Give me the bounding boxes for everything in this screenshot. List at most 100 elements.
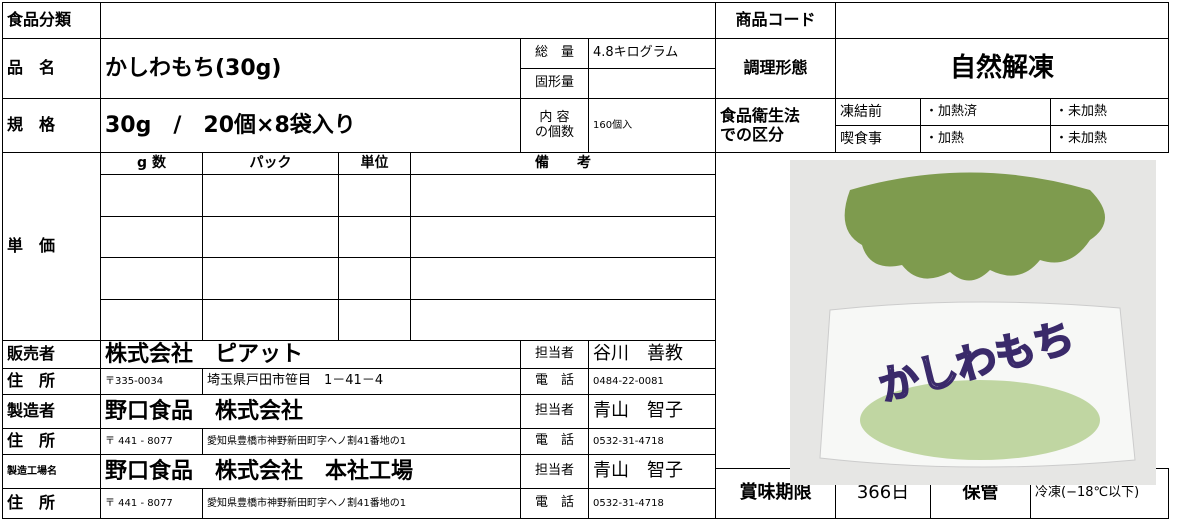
label: 規 格 — [2, 98, 101, 153]
label: 住 所 — [2, 428, 101, 455]
cell-text: 固形量 — [534, 75, 574, 91]
cell-text: 単位 — [360, 155, 389, 172]
cell-text: での区分 — [720, 124, 785, 144]
cell — [410, 174, 716, 217]
cell-text: 366日 — [856, 482, 910, 504]
cell-text: ・未加熱 — [1055, 103, 1108, 119]
cell-text: 担当者 — [534, 463, 574, 479]
cell-text: 保管 — [962, 482, 999, 504]
cell — [410, 215, 716, 258]
cell-text: 食品衛生法 — [720, 106, 801, 126]
cell-text: かしわもち(30g) — [105, 55, 282, 81]
label: 単 価 — [2, 152, 101, 341]
cell — [410, 257, 716, 300]
value: 〒 441 - 8077 — [100, 488, 203, 519]
cell-text: 自然解凍 — [949, 52, 1054, 83]
cell — [202, 174, 339, 217]
table-header: g 数 — [100, 152, 203, 175]
cell-text: 製造工場名 — [7, 465, 57, 477]
cell — [202, 257, 339, 300]
cell-text: 備 考 — [535, 155, 591, 172]
label: 食品分類 — [2, 2, 101, 39]
cell-text: 〒335-0034 — [105, 375, 164, 387]
cell-text: 食品分類 — [7, 10, 72, 30]
cell-text: 谷川 善教 — [593, 343, 683, 365]
label: 住 所 — [2, 368, 101, 395]
cell-text: 株式会社 ピアット — [105, 341, 304, 367]
table-header: 備 考 — [410, 152, 716, 175]
cell-text: 販売者 — [7, 344, 56, 364]
leaf — [844, 172, 1105, 281]
value: 0532-31-4718 — [588, 488, 716, 519]
cell-text: の個数 — [534, 124, 574, 140]
cell-text: 野口食品 株式会社 本社工場 — [105, 458, 414, 484]
cell-text: 電 話 — [534, 495, 574, 511]
cell-text: ・加熱済 — [925, 103, 978, 119]
cell-text: 愛知県豊橋市神野新田町字ヘノ割41番地の1 — [207, 497, 407, 509]
cell — [338, 215, 411, 258]
cell — [588, 68, 716, 99]
hygiene-cell: ・加熱済 — [920, 98, 1051, 126]
cell — [835, 2, 1169, 39]
label: 担当者 — [520, 394, 589, 429]
cell-text: 賞味期限 — [739, 482, 812, 504]
label: 総 量 — [520, 38, 589, 69]
cell — [100, 215, 203, 258]
cell-text: パック — [249, 155, 292, 172]
cell-text: 商品コード — [735, 10, 816, 30]
value: 愛知県豊橋市神野新田町字ヘノ割41番地の1 — [202, 428, 521, 455]
table-header: 単位 — [338, 152, 411, 175]
cell-text: 担当者 — [534, 346, 574, 362]
label: 電 話 — [520, 368, 589, 395]
value: 野口食品 株式会社 — [100, 394, 521, 429]
hygiene-cell: ・未加熱 — [1050, 98, 1169, 126]
label: 販売者 — [2, 340, 101, 369]
cell-text: 青山 智子 — [593, 460, 683, 482]
cell — [202, 215, 339, 258]
cell — [100, 2, 716, 39]
cell-text: 規 格 — [7, 115, 56, 135]
value: 160個入 — [588, 98, 716, 153]
cell-text: 製造者 — [7, 401, 56, 421]
label: 内 容の個数 — [520, 98, 589, 153]
value: かしわもち(30g) — [100, 38, 521, 99]
cell-text: 愛知県豊橋市神野新田町字ヘノ割41番地の1 — [207, 435, 407, 447]
label: 担当者 — [520, 340, 589, 369]
label: 食品衛生法 での区分 — [715, 98, 836, 153]
cell-text: 埼玉県戸田市笹目 1－41－4 — [207, 373, 384, 389]
value: 自然解凍 — [835, 38, 1169, 99]
product-photo: かしわもち — [790, 160, 1156, 485]
cell — [100, 174, 203, 217]
label: 品 名 — [2, 38, 101, 99]
label: 固形量 — [520, 68, 589, 99]
value: 愛知県豊橋市神野新田町字ヘノ割41番地の1 — [202, 488, 521, 519]
cell-text: 調理形態 — [743, 58, 808, 78]
label: 電 話 — [520, 488, 589, 519]
cell-text: 総 量 — [534, 45, 574, 61]
cell-text: 担当者 — [534, 403, 574, 419]
cell — [338, 174, 411, 217]
value: 4.8キログラム — [588, 38, 716, 69]
hygiene-cell: 喫食事 — [835, 125, 921, 153]
cell-text: 住 所 — [7, 371, 56, 391]
cell-text: 内 容 — [539, 109, 570, 125]
cell-text: 冷凍(−18℃以下) — [1035, 485, 1140, 501]
cell-text: 〒 441 - 8077 — [105, 435, 173, 447]
cell-text: ・加熱 — [925, 130, 965, 146]
value: 株式会社 ピアット — [100, 340, 521, 369]
cell-text: 0532-31-4718 — [593, 435, 664, 447]
cell-text: 〒 441 - 8077 — [105, 497, 173, 509]
cell-text: 喫食事 — [840, 130, 882, 147]
value: 野口食品 株式会社 本社工場 — [100, 454, 521, 489]
value: 谷川 善教 — [588, 340, 716, 369]
package-pattern — [860, 380, 1100, 460]
hygiene-cell: ・加熱 — [920, 125, 1051, 153]
label: 担当者 — [520, 454, 589, 489]
hygiene-cell: 凍結前 — [835, 98, 921, 126]
cell-text: 住 所 — [7, 431, 56, 451]
value: 〒 441 - 8077 — [100, 428, 203, 455]
table-header: パック — [202, 152, 339, 175]
cell-text: 0532-31-4718 — [593, 497, 664, 509]
cell-text: 住 所 — [7, 493, 56, 513]
value: 〒335-0034 — [100, 368, 203, 395]
